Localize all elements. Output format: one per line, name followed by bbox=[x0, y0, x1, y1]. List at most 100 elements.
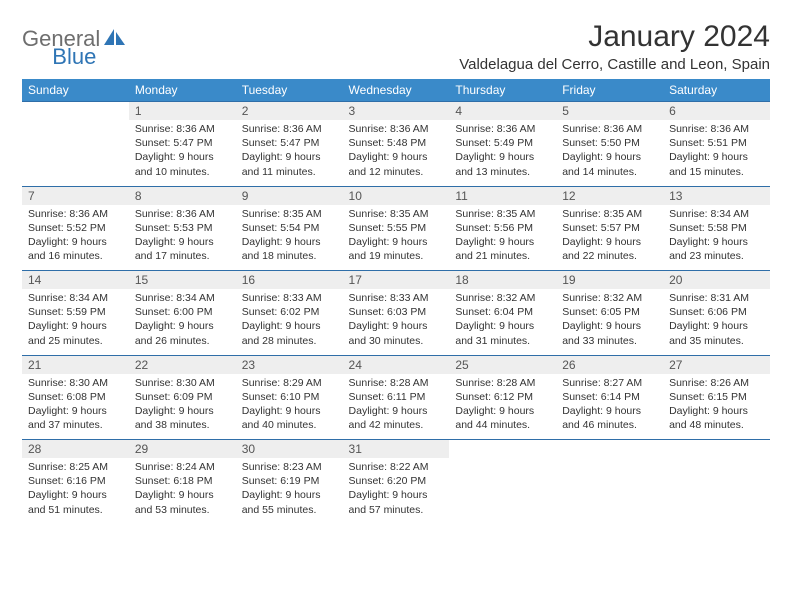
day-number-cell: 17 bbox=[343, 271, 450, 290]
daylight-text: Daylight: 9 hours bbox=[135, 319, 230, 333]
day-number-cell: 28 bbox=[22, 440, 129, 459]
sunrise-text: Sunrise: 8:34 AM bbox=[28, 291, 123, 305]
day-content-row: Sunrise: 8:36 AMSunset: 5:52 PMDaylight:… bbox=[22, 205, 770, 271]
sunrise-text: Sunrise: 8:32 AM bbox=[562, 291, 657, 305]
day-content-cell: Sunrise: 8:34 AMSunset: 5:58 PMDaylight:… bbox=[663, 205, 770, 271]
sunset-text: Sunset: 6:14 PM bbox=[562, 390, 657, 404]
day-number-cell bbox=[22, 102, 129, 121]
daylight-text: Daylight: 9 hours bbox=[28, 404, 123, 418]
sunrise-text: Sunrise: 8:35 AM bbox=[455, 207, 550, 221]
sunset-text: Sunset: 5:47 PM bbox=[242, 136, 337, 150]
day-content-cell: Sunrise: 8:36 AMSunset: 5:50 PMDaylight:… bbox=[556, 120, 663, 186]
day-number-row: 14151617181920 bbox=[22, 271, 770, 290]
day-number-cell: 25 bbox=[449, 355, 556, 374]
day-number-cell: 7 bbox=[22, 186, 129, 205]
sunset-text: Sunset: 5:48 PM bbox=[349, 136, 444, 150]
day-header: Thursday bbox=[449, 79, 556, 102]
sunrise-text: Sunrise: 8:35 AM bbox=[562, 207, 657, 221]
day-number-cell: 16 bbox=[236, 271, 343, 290]
day-content-row: Sunrise: 8:34 AMSunset: 5:59 PMDaylight:… bbox=[22, 289, 770, 355]
sunrise-text: Sunrise: 8:36 AM bbox=[135, 122, 230, 136]
daylight-text: Daylight: 9 hours bbox=[669, 150, 764, 164]
day-content-cell bbox=[663, 458, 770, 524]
day-number-cell: 31 bbox=[343, 440, 450, 459]
daylight-text: and 12 minutes. bbox=[349, 165, 444, 179]
daylight-text: Daylight: 9 hours bbox=[562, 404, 657, 418]
daylight-text: and 48 minutes. bbox=[669, 418, 764, 432]
sunrise-text: Sunrise: 8:25 AM bbox=[28, 460, 123, 474]
day-content-cell: Sunrise: 8:31 AMSunset: 6:06 PMDaylight:… bbox=[663, 289, 770, 355]
sunrise-text: Sunrise: 8:26 AM bbox=[669, 376, 764, 390]
day-number-row: 28293031 bbox=[22, 440, 770, 459]
day-content-cell: Sunrise: 8:32 AMSunset: 6:04 PMDaylight:… bbox=[449, 289, 556, 355]
day-content-cell: Sunrise: 8:28 AMSunset: 6:11 PMDaylight:… bbox=[343, 374, 450, 440]
day-content-cell: Sunrise: 8:23 AMSunset: 6:19 PMDaylight:… bbox=[236, 458, 343, 524]
title-block: January 2024 Valdelagua del Cerro, Casti… bbox=[459, 20, 770, 73]
day-number-cell: 22 bbox=[129, 355, 236, 374]
daylight-text: and 17 minutes. bbox=[135, 249, 230, 263]
day-number-cell: 13 bbox=[663, 186, 770, 205]
daylight-text: Daylight: 9 hours bbox=[242, 150, 337, 164]
daylight-text: and 22 minutes. bbox=[562, 249, 657, 263]
daylight-text: and 51 minutes. bbox=[28, 503, 123, 517]
day-number-cell: 3 bbox=[343, 102, 450, 121]
day-content-cell: Sunrise: 8:36 AMSunset: 5:47 PMDaylight:… bbox=[129, 120, 236, 186]
day-number-cell: 29 bbox=[129, 440, 236, 459]
daylight-text: Daylight: 9 hours bbox=[28, 235, 123, 249]
daylight-text: and 25 minutes. bbox=[28, 334, 123, 348]
daylight-text: Daylight: 9 hours bbox=[562, 319, 657, 333]
location-subtitle: Valdelagua del Cerro, Castille and Leon,… bbox=[459, 56, 770, 73]
page-header: General Blue January 2024 Valdelagua del… bbox=[22, 20, 770, 73]
sunset-text: Sunset: 6:09 PM bbox=[135, 390, 230, 404]
daylight-text: Daylight: 9 hours bbox=[349, 319, 444, 333]
day-number-cell: 9 bbox=[236, 186, 343, 205]
daylight-text: and 40 minutes. bbox=[242, 418, 337, 432]
daylight-text: Daylight: 9 hours bbox=[135, 404, 230, 418]
day-content-cell: Sunrise: 8:32 AMSunset: 6:05 PMDaylight:… bbox=[556, 289, 663, 355]
daylight-text: Daylight: 9 hours bbox=[669, 235, 764, 249]
day-number-cell: 15 bbox=[129, 271, 236, 290]
day-content-cell bbox=[22, 120, 129, 186]
daylight-text: and 53 minutes. bbox=[135, 503, 230, 517]
day-number-cell: 27 bbox=[663, 355, 770, 374]
sunset-text: Sunset: 6:02 PM bbox=[242, 305, 337, 319]
day-number-cell: 4 bbox=[449, 102, 556, 121]
daylight-text: Daylight: 9 hours bbox=[349, 235, 444, 249]
day-content-cell: Sunrise: 8:25 AMSunset: 6:16 PMDaylight:… bbox=[22, 458, 129, 524]
day-content-cell: Sunrise: 8:35 AMSunset: 5:54 PMDaylight:… bbox=[236, 205, 343, 271]
day-content-cell: Sunrise: 8:33 AMSunset: 6:03 PMDaylight:… bbox=[343, 289, 450, 355]
daylight-text: and 30 minutes. bbox=[349, 334, 444, 348]
day-content-cell: Sunrise: 8:36 AMSunset: 5:52 PMDaylight:… bbox=[22, 205, 129, 271]
sunset-text: Sunset: 5:47 PM bbox=[135, 136, 230, 150]
daylight-text: and 18 minutes. bbox=[242, 249, 337, 263]
daylight-text: Daylight: 9 hours bbox=[455, 404, 550, 418]
day-number-cell: 1 bbox=[129, 102, 236, 121]
day-content-cell: Sunrise: 8:28 AMSunset: 6:12 PMDaylight:… bbox=[449, 374, 556, 440]
day-content-cell: Sunrise: 8:30 AMSunset: 6:08 PMDaylight:… bbox=[22, 374, 129, 440]
daylight-text: and 44 minutes. bbox=[455, 418, 550, 432]
sunrise-text: Sunrise: 8:34 AM bbox=[135, 291, 230, 305]
day-content-cell: Sunrise: 8:36 AMSunset: 5:47 PMDaylight:… bbox=[236, 120, 343, 186]
sunset-text: Sunset: 6:03 PM bbox=[349, 305, 444, 319]
sunset-text: Sunset: 6:18 PM bbox=[135, 474, 230, 488]
day-number-cell: 18 bbox=[449, 271, 556, 290]
sunrise-text: Sunrise: 8:30 AM bbox=[28, 376, 123, 390]
day-number-row: 123456 bbox=[22, 102, 770, 121]
daylight-text: Daylight: 9 hours bbox=[669, 404, 764, 418]
daylight-text: and 23 minutes. bbox=[669, 249, 764, 263]
day-number-cell: 14 bbox=[22, 271, 129, 290]
daylight-text: and 55 minutes. bbox=[242, 503, 337, 517]
day-number-cell: 30 bbox=[236, 440, 343, 459]
logo-sail-icon bbox=[104, 29, 126, 52]
daylight-text: Daylight: 9 hours bbox=[349, 404, 444, 418]
daylight-text: Daylight: 9 hours bbox=[242, 404, 337, 418]
day-content-cell bbox=[556, 458, 663, 524]
day-number-cell: 11 bbox=[449, 186, 556, 205]
sunset-text: Sunset: 6:06 PM bbox=[669, 305, 764, 319]
daylight-text: and 42 minutes. bbox=[349, 418, 444, 432]
day-content-cell: Sunrise: 8:29 AMSunset: 6:10 PMDaylight:… bbox=[236, 374, 343, 440]
sunset-text: Sunset: 5:52 PM bbox=[28, 221, 123, 235]
sunset-text: Sunset: 5:51 PM bbox=[669, 136, 764, 150]
day-content-cell: Sunrise: 8:36 AMSunset: 5:51 PMDaylight:… bbox=[663, 120, 770, 186]
sunrise-text: Sunrise: 8:36 AM bbox=[455, 122, 550, 136]
